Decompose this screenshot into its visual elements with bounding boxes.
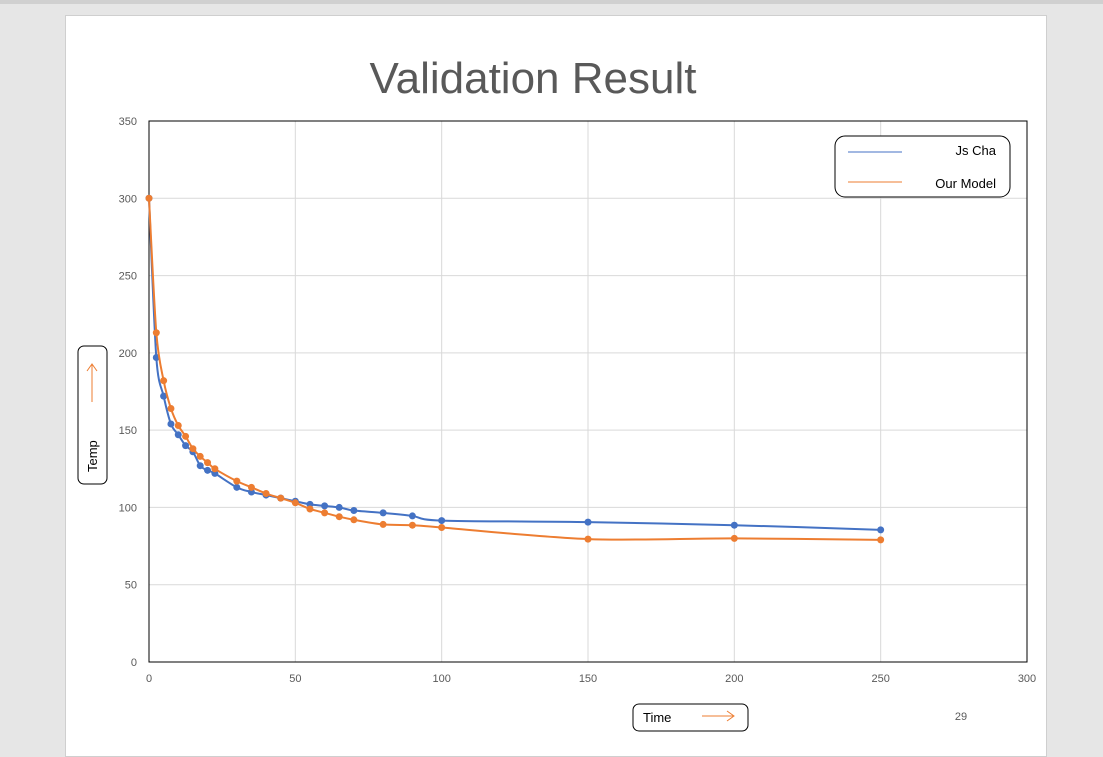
data-point-js-cha [167, 420, 175, 428]
data-point-our-model [408, 521, 416, 529]
series-line-our-model [148, 198, 881, 541]
y-tick-label: 0 [131, 657, 137, 669]
data-point-our-model [189, 445, 197, 453]
y-tick-label: 300 [119, 193, 137, 205]
legend: Js Cha Our Model [834, 135, 1011, 198]
y-tick-label: 100 [119, 502, 137, 514]
data-point-js-cha [174, 431, 182, 439]
plot-area [148, 120, 1028, 663]
data-point-js-cha [350, 507, 358, 515]
y-tick-label: 250 [119, 271, 137, 283]
data-point-js-cha [182, 442, 190, 450]
data-point-our-model [167, 405, 175, 413]
data-point-our-model [438, 524, 446, 532]
data-point-our-model [204, 459, 212, 467]
page-number: 29 [955, 711, 967, 723]
x-axis-label-box: Time [632, 703, 749, 732]
data-point-our-model [306, 505, 314, 513]
data-point-js-cha [379, 509, 387, 517]
data-point-our-model [262, 490, 270, 498]
data-point-our-model [321, 509, 329, 517]
data-point-our-model [730, 534, 738, 542]
data-point-our-model [277, 494, 285, 502]
x-tick-label: 150 [579, 673, 597, 685]
x-tick-label: 300 [1018, 673, 1036, 685]
data-point-our-model [233, 477, 241, 485]
data-point-our-model [196, 452, 204, 460]
data-point-our-model [877, 536, 885, 544]
x-axis-label: Time [643, 710, 671, 725]
data-point-our-model [152, 329, 160, 337]
data-point-our-model [584, 535, 592, 543]
chart-title: Validation Result [370, 54, 697, 103]
data-point-our-model [291, 499, 299, 507]
data-point-our-model [335, 513, 343, 521]
y-axis-label: Temp [85, 440, 100, 472]
data-point-js-cha [730, 521, 738, 529]
data-point-our-model [247, 483, 255, 491]
legend-label-our-model: Our Model [935, 176, 996, 191]
x-tick-label: 100 [432, 673, 450, 685]
y-tick-label: 150 [119, 425, 137, 437]
data-point-js-cha [160, 392, 168, 400]
data-point-js-cha [335, 503, 343, 511]
series-line-js-cha [148, 198, 881, 531]
x-tick-label: 50 [289, 673, 301, 685]
data-point-js-cha [196, 462, 204, 470]
data-point-our-model [174, 422, 182, 430]
data-point-our-model [350, 516, 358, 524]
data-point-js-cha [321, 502, 329, 510]
data-point-our-model [145, 194, 153, 202]
data-point-js-cha [408, 512, 416, 520]
x-tick-label: 200 [725, 673, 743, 685]
x-tick-label: 250 [871, 673, 889, 685]
y-tick-label: 200 [119, 348, 137, 360]
y-axis-label-box: Temp [77, 345, 108, 485]
data-point-js-cha [233, 483, 241, 491]
data-point-js-cha [877, 526, 885, 534]
window-top-bar [0, 0, 1103, 4]
data-point-js-cha [204, 466, 212, 474]
data-point-our-model [182, 432, 190, 440]
data-point-our-model [379, 520, 387, 528]
legend-label-js-cha: Js Cha [956, 143, 997, 158]
data-point-js-cha [584, 518, 592, 526]
y-tick-label: 50 [125, 580, 137, 592]
data-point-js-cha [438, 517, 446, 525]
y-tick-label: 350 [119, 116, 137, 128]
data-point-our-model [160, 377, 168, 385]
x-tick-label: 0 [146, 673, 152, 685]
data-point-our-model [211, 465, 219, 473]
